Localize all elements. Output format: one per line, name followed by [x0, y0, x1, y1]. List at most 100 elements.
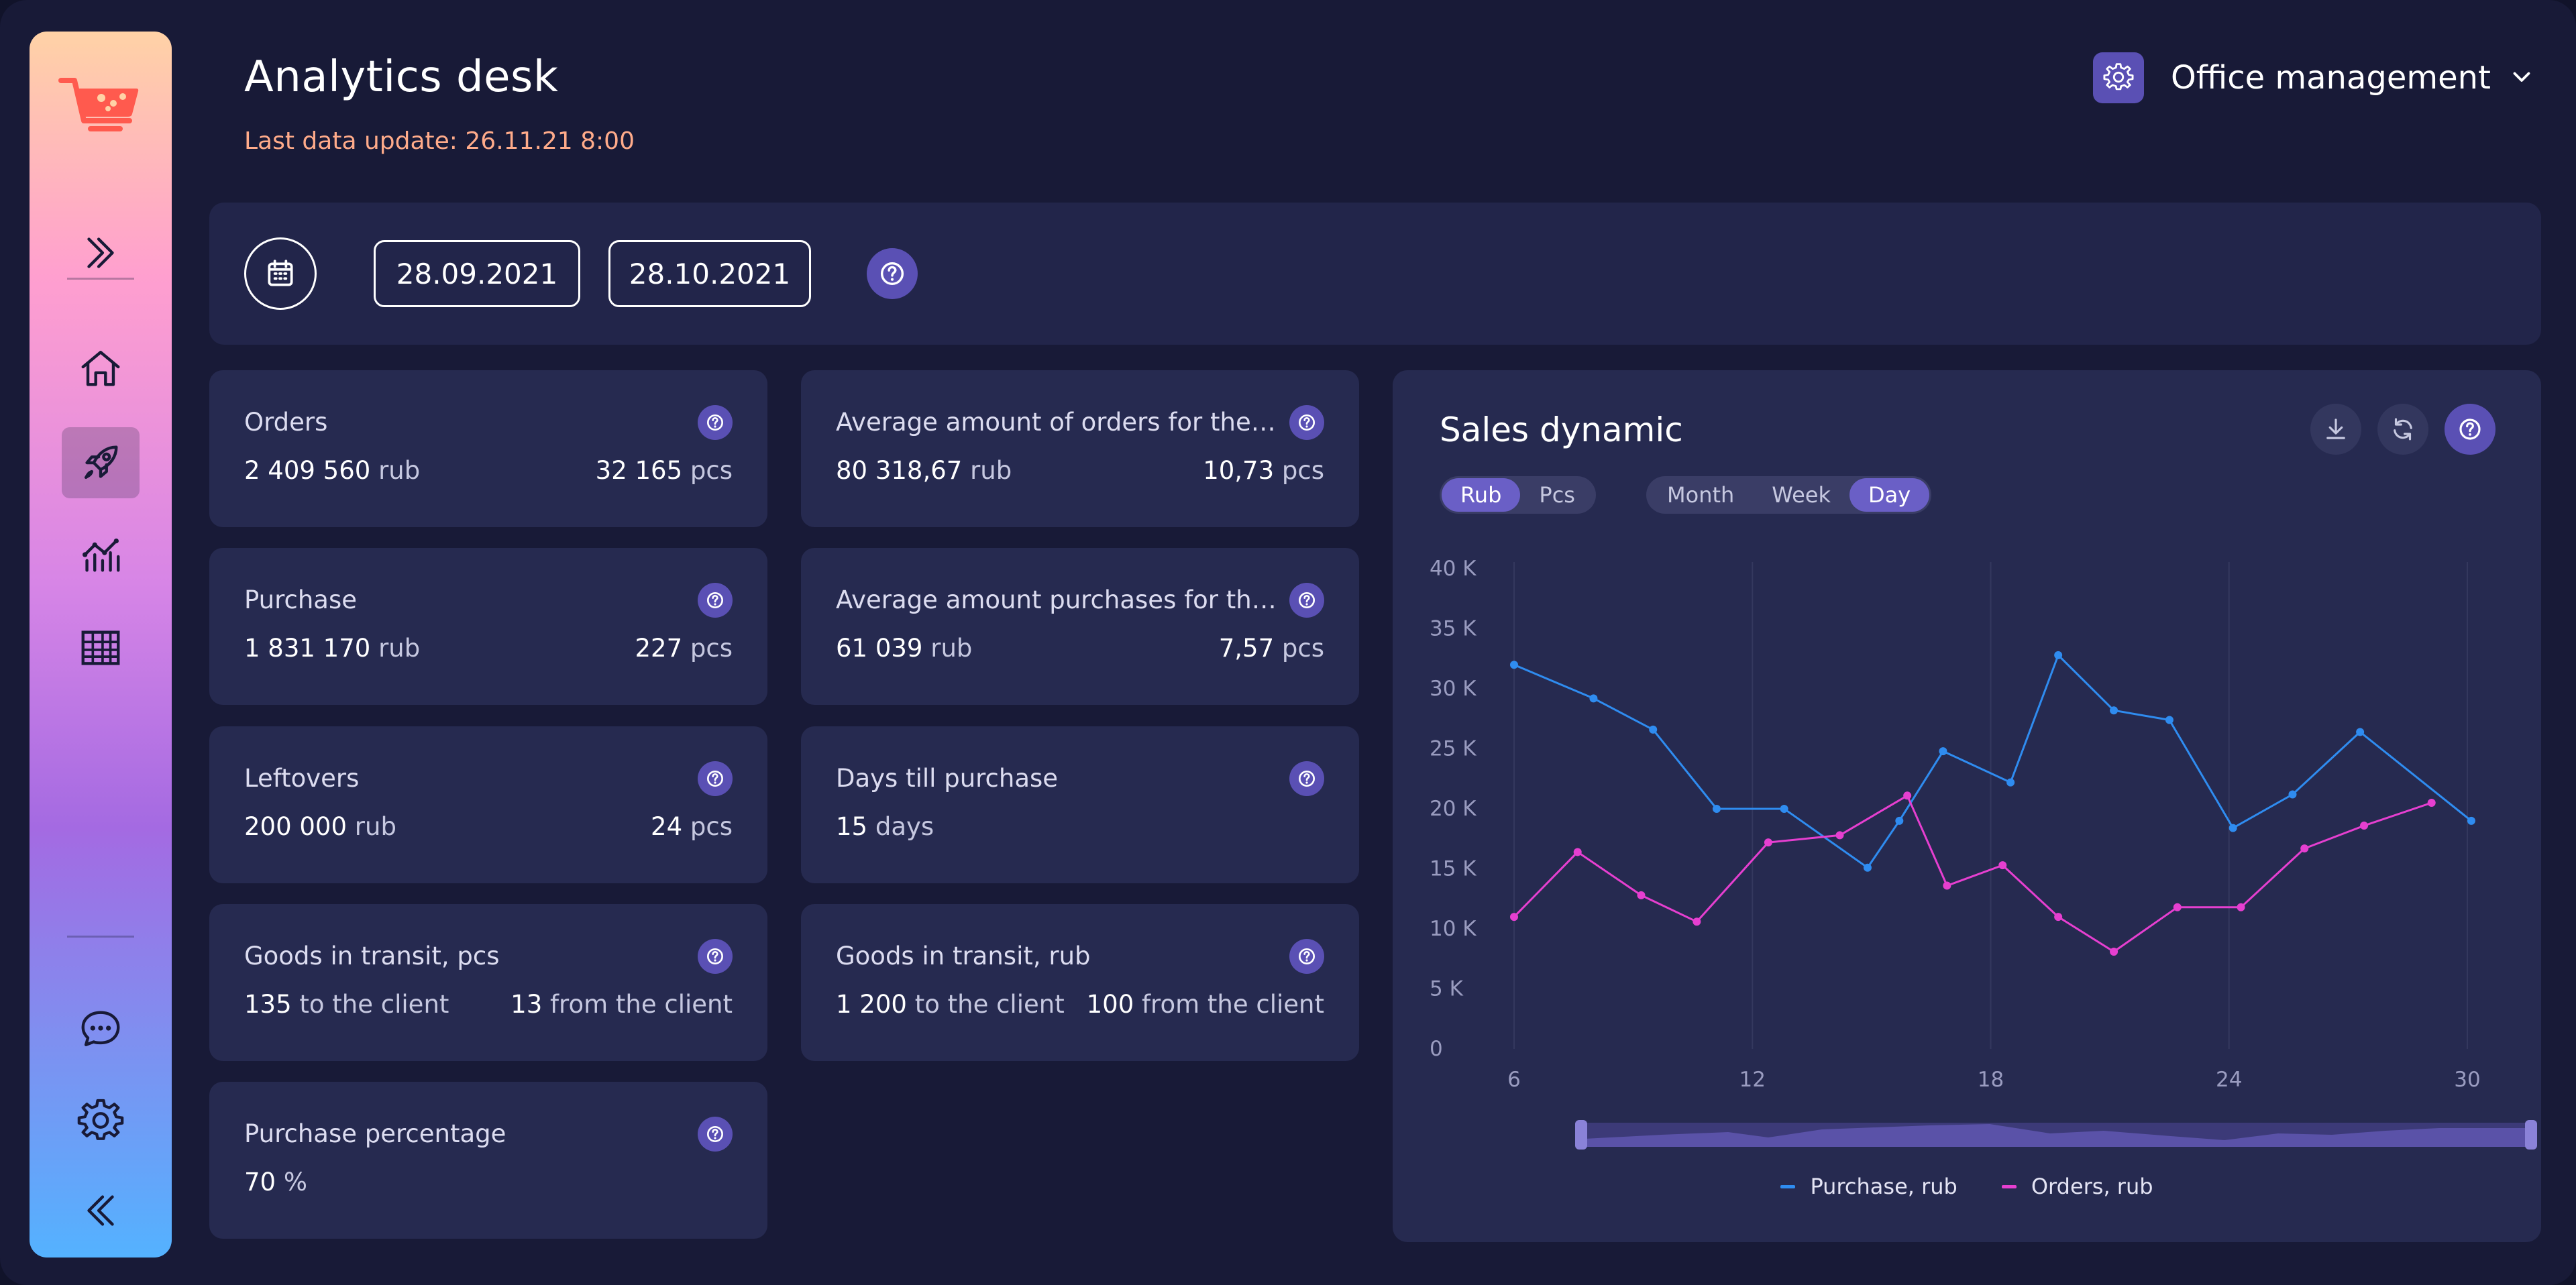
orders-point: [1693, 917, 1701, 926]
office-label: Office management: [2171, 59, 2491, 97]
card-title: Days till purchase: [836, 764, 1059, 793]
purchase-point: [2288, 790, 2297, 799]
goods-transit-pcs-card: Goods in transit, pcs 135 to the client …: [209, 904, 767, 1061]
card-value: 100: [1086, 990, 1134, 1019]
purchase-point: [1780, 805, 1788, 813]
chart-legend: Purchase, rub Orders, rub: [1393, 1174, 2541, 1199]
orders-card: Orders 2 409 560 rub 32 165 pcs: [209, 370, 767, 527]
gear-icon[interactable]: [2093, 52, 2144, 103]
card-value: 7,57: [1218, 634, 1275, 663]
help-icon[interactable]: [1289, 939, 1324, 974]
card-value: 70: [244, 1168, 276, 1196]
card-title: Average amount of orders for the per..: [836, 408, 1279, 437]
settings-icon[interactable]: [62, 1086, 140, 1157]
unit-toggle-rub[interactable]: Rub: [1442, 478, 1521, 512]
card-title: Goods in transit, pcs: [244, 942, 500, 970]
analytics-icon[interactable]: [62, 519, 140, 590]
chart-title: Sales dynamic: [1440, 410, 1683, 449]
collapse-icon[interactable]: [62, 1175, 140, 1246]
sidebar: [30, 32, 172, 1258]
office-selector[interactable]: Office management: [2093, 52, 2534, 103]
purchase-point: [1895, 816, 1904, 825]
card-value: 80 318,67: [836, 456, 963, 485]
date-to-input[interactable]: [608, 240, 811, 307]
card-unit: from the client: [550, 990, 733, 1019]
orders-point: [1573, 848, 1582, 856]
help-icon[interactable]: [698, 583, 733, 618]
x-tick-label: 6: [1507, 1068, 1521, 1092]
unit-toggle-pcs[interactable]: Pcs: [1539, 482, 1575, 508]
card-unit: pcs: [1281, 634, 1324, 663]
card-unit: from the client: [1142, 990, 1324, 1019]
card-value: 10,73: [1203, 456, 1275, 485]
expand-icon[interactable]: [62, 217, 140, 288]
legend-orders[interactable]: Orders, rub: [2001, 1174, 2153, 1199]
card-value: 15: [836, 812, 868, 841]
rocket-icon[interactable]: [62, 427, 140, 498]
calendar-icon[interactable]: [244, 237, 317, 310]
unit-toggle: Rub Pcs: [1440, 476, 1596, 514]
help-icon[interactable]: [698, 939, 733, 974]
orders-point: [2427, 799, 2436, 807]
card-title: Average amount purchases for the pe..: [836, 585, 1279, 614]
orders-point: [1835, 831, 1844, 840]
y-tick-label: 15 K: [1430, 857, 1477, 881]
card-value: 1 831 170: [244, 634, 371, 663]
purchase-point: [2006, 778, 2015, 787]
download-icon[interactable]: [2310, 404, 2361, 455]
card-unit: to the client: [914, 990, 1065, 1019]
card-unit: pcs: [690, 634, 733, 663]
table-icon[interactable]: [62, 612, 140, 683]
orders-point: [2054, 913, 2063, 921]
card-unit: rub: [378, 634, 421, 663]
card-unit: rub: [354, 812, 396, 841]
card-unit: days: [875, 812, 934, 841]
orders-point: [1510, 913, 1518, 921]
chevron-down-icon[interactable]: [2510, 64, 2534, 91]
orders-point: [1903, 791, 1912, 800]
legend-label: Purchase, rub: [1810, 1174, 1957, 1199]
home-icon[interactable]: [62, 333, 140, 404]
purchase-line: [1513, 654, 2472, 869]
legend-swatch: [2001, 1184, 2017, 1188]
help-icon[interactable]: [867, 248, 918, 299]
purchase-point: [2110, 706, 2118, 715]
help-icon[interactable]: [698, 761, 733, 796]
purchase-point: [1510, 661, 1518, 669]
chart-actions: [2310, 404, 2496, 455]
refresh-icon[interactable]: [2377, 404, 2428, 455]
purchase-percentage-card: Purchase percentage 70 %: [209, 1082, 767, 1239]
period-toggle-week[interactable]: Week: [1772, 482, 1831, 508]
range-handle-right[interactable]: [2525, 1120, 2537, 1150]
period-toggle-day[interactable]: Day: [1849, 478, 1930, 512]
card-value: 227: [635, 634, 683, 663]
avg-purchases-card: Average amount purchases for the pe.. 61…: [801, 548, 1359, 705]
chat-icon[interactable]: [62, 993, 140, 1064]
help-icon[interactable]: [2445, 404, 2496, 455]
goods-transit-rub-card: Goods in transit, rub 1 200 to the clien…: [801, 904, 1359, 1061]
help-icon[interactable]: [1289, 583, 1324, 618]
card-unit: %: [283, 1168, 308, 1196]
x-tick-label: 30: [2454, 1068, 2480, 1092]
purchase-point: [2165, 716, 2174, 724]
help-icon[interactable]: [1289, 405, 1324, 440]
card-unit: rub: [930, 634, 973, 663]
sales-dynamic-panel: Sales dynamic Rub Pcs Month Week Day 0 5 …: [1393, 370, 2541, 1242]
period-toggle-month[interactable]: Month: [1667, 482, 1735, 508]
orders-point: [2300, 844, 2309, 853]
orders-point: [2173, 903, 2182, 911]
y-tick-label: 35 K: [1430, 617, 1477, 641]
card-values: 135 to the client 13 from the client: [244, 990, 733, 1019]
help-icon[interactable]: [1289, 761, 1324, 796]
help-icon[interactable]: [698, 405, 733, 440]
orders-point: [2360, 822, 2369, 830]
legend-purchase[interactable]: Purchase, rub: [1780, 1174, 1957, 1199]
date-from-input[interactable]: [374, 240, 580, 307]
cart-logo-icon[interactable]: [57, 68, 144, 149]
x-tick-label: 12: [1739, 1068, 1766, 1092]
card-value: 2 409 560: [244, 456, 371, 485]
help-icon[interactable]: [698, 1117, 733, 1152]
range-handle-left[interactable]: [1575, 1120, 1587, 1150]
avg-orders-card: Average amount of orders for the per.. 8…: [801, 370, 1359, 527]
